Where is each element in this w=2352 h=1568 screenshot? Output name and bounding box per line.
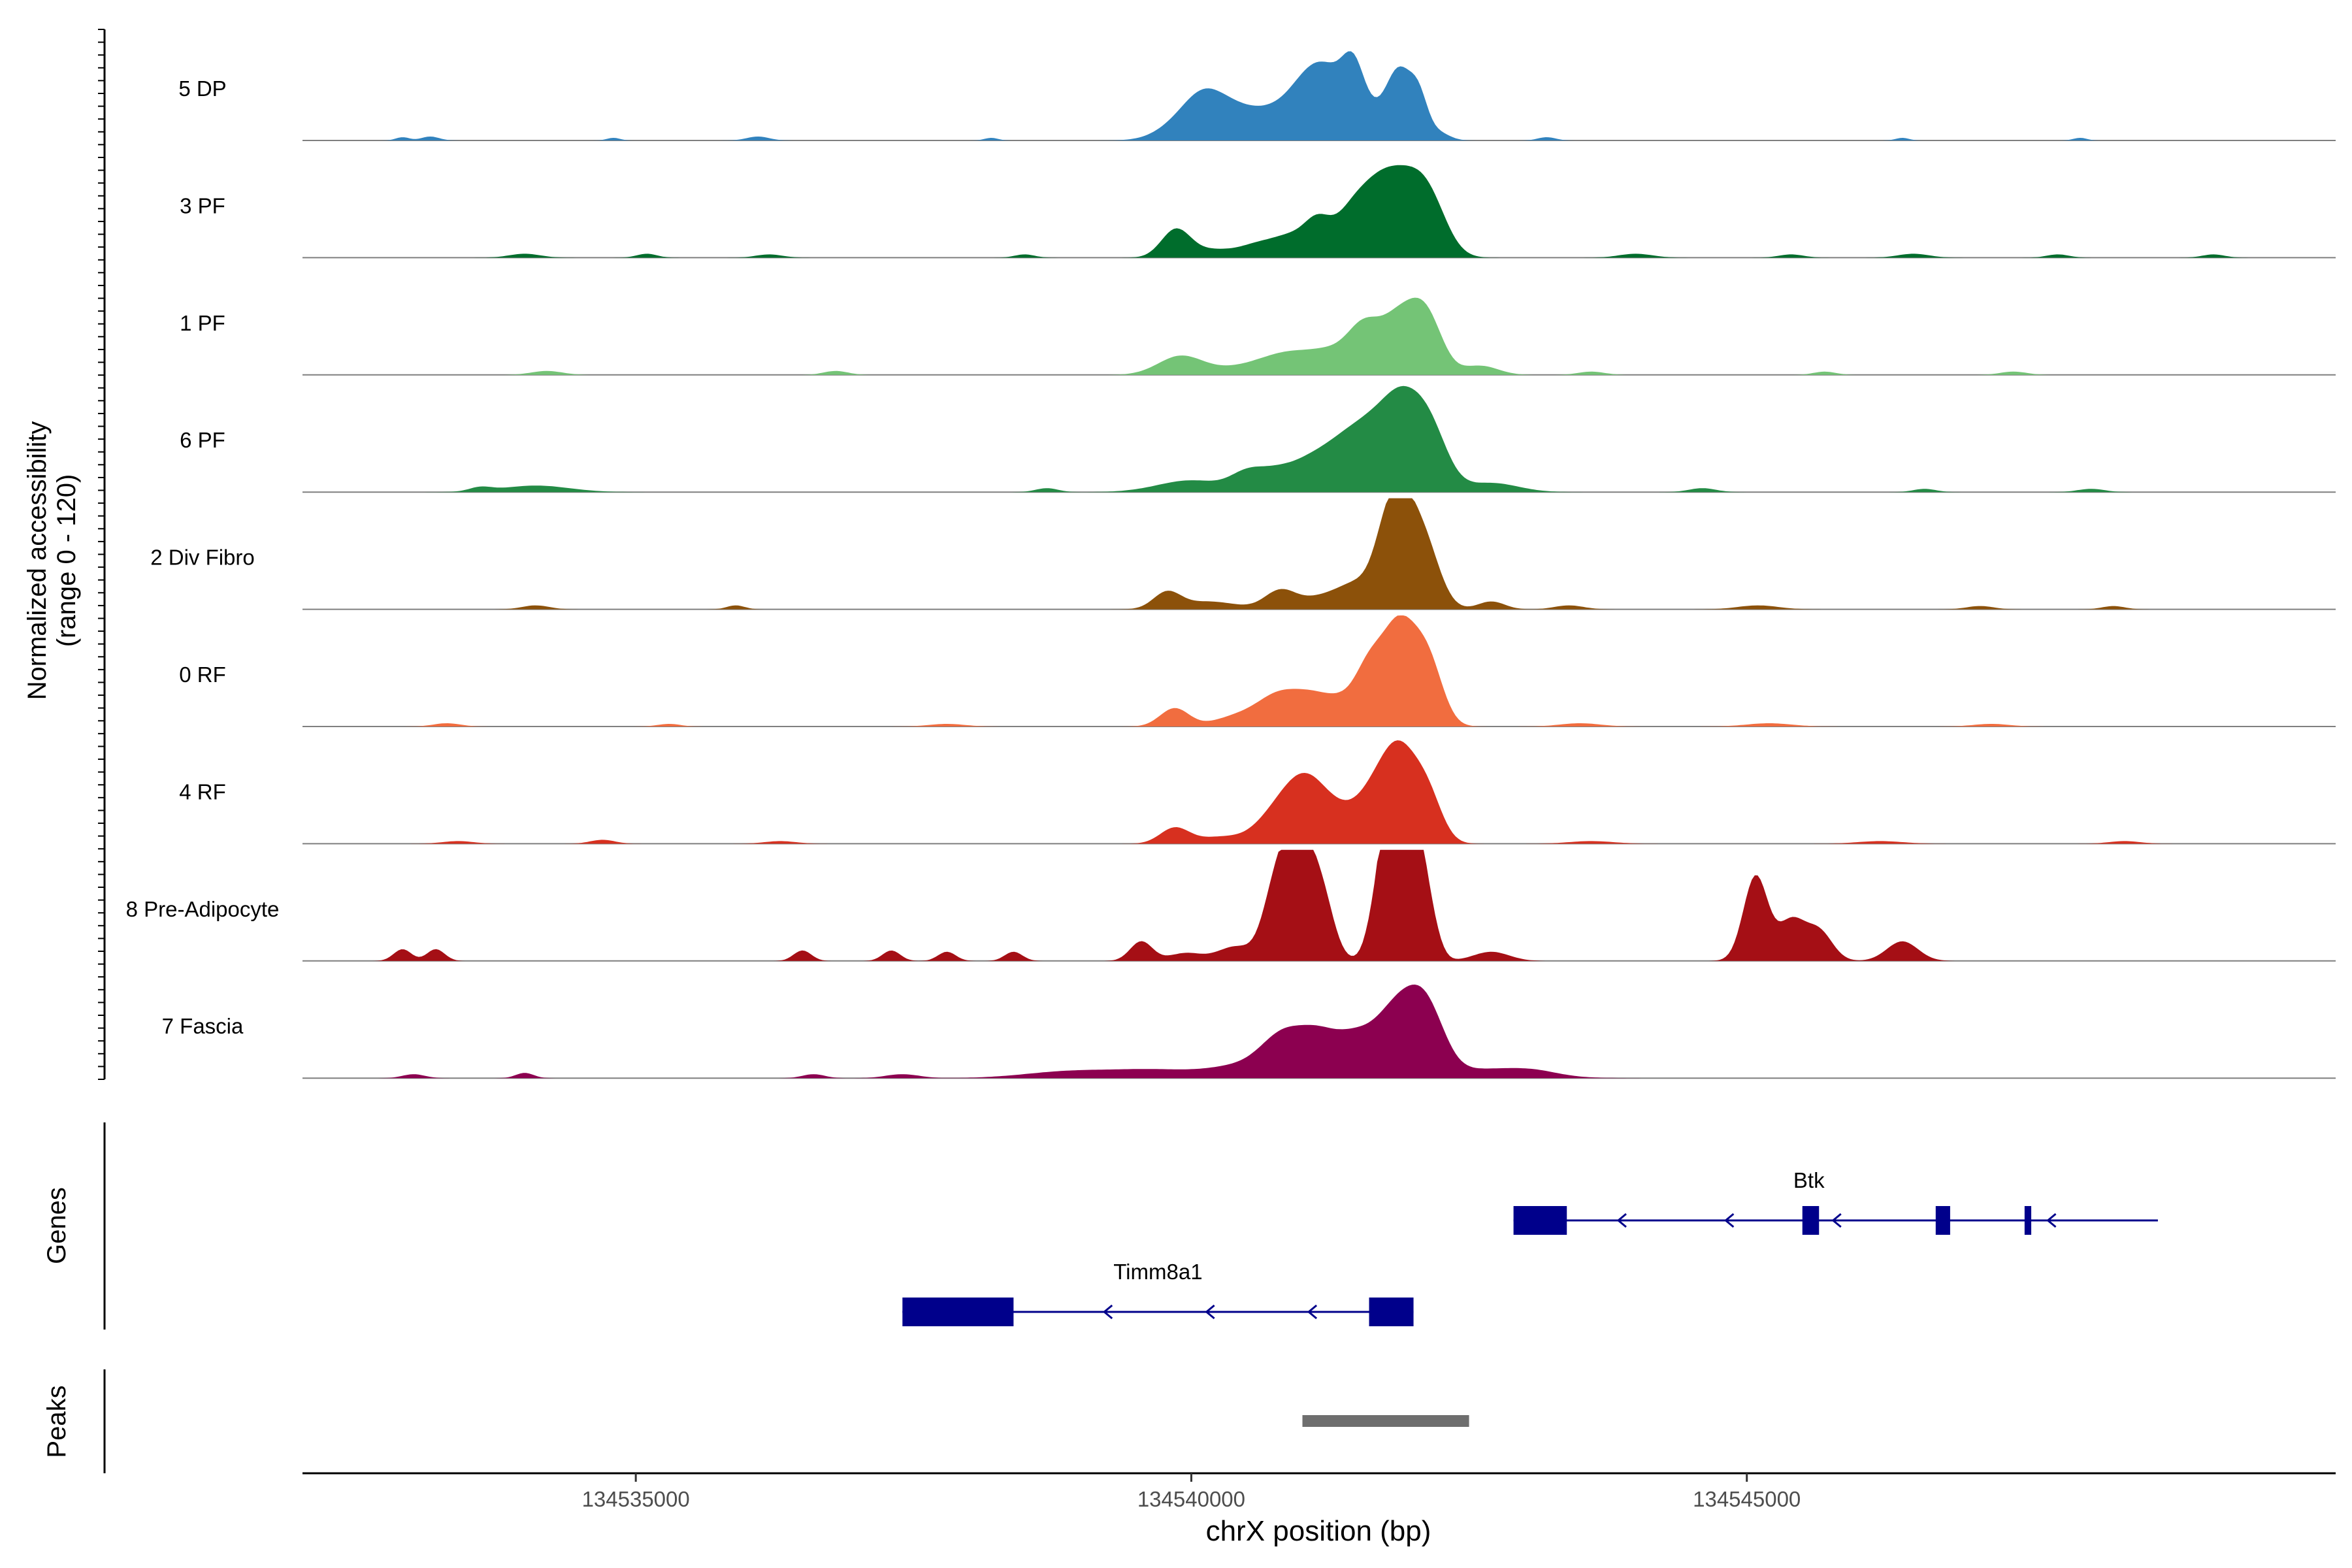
strand-arrow: [1831, 1213, 1842, 1228]
peaks-label: Peaks: [42, 1385, 71, 1458]
coverage-area: [302, 297, 2336, 375]
exon: [902, 1298, 1014, 1326]
track-label: 5 DP: [178, 76, 226, 101]
strand-arrow: [1205, 1304, 1215, 1320]
track-2: 1 PF: [180, 297, 2336, 376]
coverage-area: [302, 985, 2336, 1079]
coverage-area: [302, 849, 2336, 961]
peaks-track: [1302, 1415, 1469, 1427]
genes-track: Btk Timm8a1: [902, 1168, 2158, 1326]
coverage-tracks: 5 DP 3 PF 1 PF 6 PF 2 Div Fibro 0 RF 4 RF 8 Pre…: [126, 51, 2336, 1079]
coverage-area: [302, 385, 2336, 493]
coverage-area: [302, 165, 2336, 258]
track-8: 7 Fascia: [162, 985, 2336, 1079]
track-label: 1 PF: [180, 311, 225, 335]
track-6: 4 RF: [179, 740, 2336, 845]
track-label: 7 Fascia: [162, 1014, 244, 1038]
exon: [1513, 1206, 1567, 1235]
coverage-area: [302, 51, 2336, 140]
gene-timm8a1: Timm8a1: [902, 1260, 1414, 1326]
track-5: 0 RF: [179, 615, 2336, 727]
track-label: 0 RF: [179, 662, 226, 687]
exon: [1369, 1298, 1414, 1326]
coverage-y-axis: [98, 29, 106, 1080]
strand-arrow: [2046, 1213, 2057, 1228]
strand-arrow: [1307, 1304, 1318, 1320]
track-label: 8 Pre-Adipocyte: [126, 897, 280, 921]
strand-arrow: [1102, 1304, 1113, 1320]
coverage-area: [302, 740, 2336, 844]
coverage-area: [302, 498, 2336, 610]
track-3: 6 PF: [180, 385, 2336, 493]
x-axis-label: chrX position (bp): [1206, 1515, 1431, 1547]
exon: [2024, 1206, 2032, 1235]
x-tick-label: 134535000: [582, 1487, 690, 1511]
track-1: 3 PF: [180, 165, 2336, 259]
gene-label: Timm8a1: [1113, 1260, 1202, 1284]
track-4: 2 Div Fibro: [150, 498, 2336, 610]
exon: [1802, 1206, 1820, 1235]
strand-arrow: [1616, 1213, 1627, 1228]
x-axis: 134535000 134540000 134545000: [302, 1472, 2336, 1511]
x-tick-label: 134545000: [1693, 1487, 1801, 1511]
gene-label: Btk: [1793, 1168, 1825, 1192]
x-tick-label: 134540000: [1137, 1487, 1245, 1511]
track-0: 5 DP: [178, 51, 2336, 141]
track-label: 6 PF: [180, 428, 225, 452]
y-axis-label-line2: (range 0 - 120): [52, 474, 81, 647]
gene-btk: Btk: [1513, 1168, 2158, 1235]
genes-label: Genes: [42, 1187, 71, 1264]
track-7: 8 Pre-Adipocyte: [126, 849, 2336, 962]
strand-arrow: [1724, 1213, 1735, 1228]
coverage-area: [302, 615, 2336, 727]
track-label: 4 RF: [179, 779, 226, 804]
y-axis-label-line1: Normalized accessibility: [23, 421, 52, 700]
peak-bar: [1302, 1415, 1469, 1427]
track-label: 2 Div Fibro: [150, 546, 255, 570]
track-label: 3 PF: [180, 193, 225, 218]
exon: [1935, 1206, 1950, 1235]
